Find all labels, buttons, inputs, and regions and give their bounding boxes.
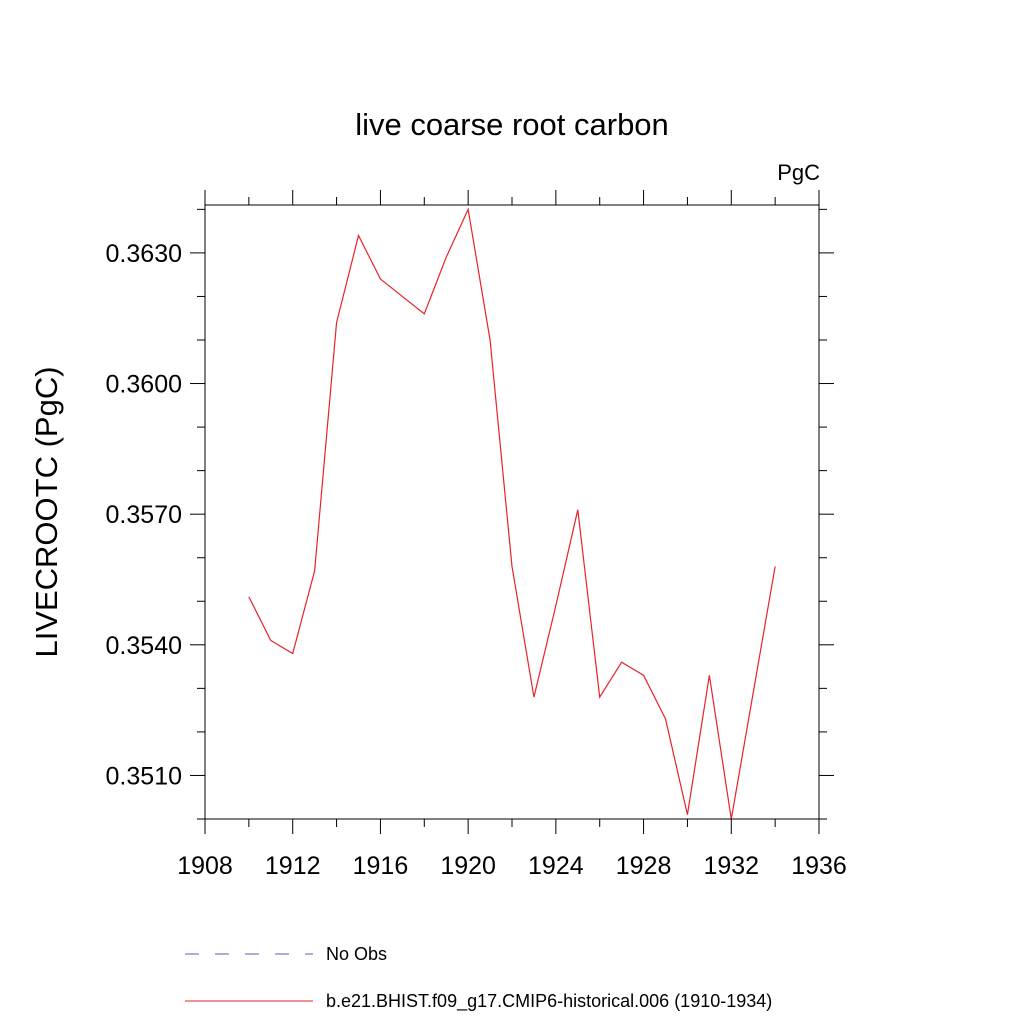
units-label: PgC <box>777 160 820 185</box>
legend-label: b.e21.BHIST.f09_g17.CMIP6-historical.006… <box>326 991 772 1012</box>
y-tick-label: 0.3540 <box>106 632 182 660</box>
plot-frame <box>204 204 820 820</box>
legend-label: No Obs <box>326 944 387 964</box>
x-tick-label: 1908 <box>177 852 233 880</box>
x-tick-label: 1916 <box>353 852 409 880</box>
series-line <box>248 207 776 820</box>
series-lines <box>248 207 776 820</box>
x-tick-label: 1924 <box>528 852 584 880</box>
axis-ticks: 1908 1912 1916 1920 1924 1928 1932 1936 0.3510 0.… <box>106 190 847 880</box>
chart-title: live coarse root carbon <box>355 107 669 142</box>
legend: No Obs b.e21.BHIST.f09_g17.CMIP6-historic… <box>185 944 772 1012</box>
y-axis-label: LIVECROOTC (PgC) <box>29 366 64 657</box>
x-tick-label: 1936 <box>791 852 847 880</box>
x-tick-label: 1920 <box>440 852 496 880</box>
x-tick-label: 1928 <box>616 852 672 880</box>
y-tick-label: 0.3600 <box>106 371 182 399</box>
y-tick-label: 0.3570 <box>106 501 182 529</box>
x-tick-label: 1912 <box>265 852 321 880</box>
x-tick-label: 1932 <box>703 852 759 880</box>
y-tick-label: 0.3510 <box>106 762 182 790</box>
y-tick-label: 0.3630 <box>106 240 182 268</box>
